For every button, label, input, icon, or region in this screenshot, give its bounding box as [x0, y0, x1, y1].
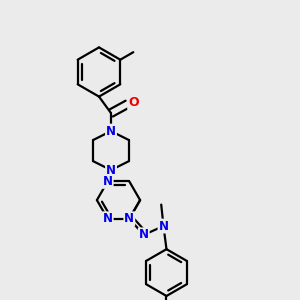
Text: O: O: [128, 96, 139, 109]
Text: N: N: [124, 212, 134, 225]
Text: N: N: [106, 164, 116, 177]
Text: N: N: [103, 175, 113, 188]
Text: N: N: [103, 212, 113, 225]
Text: N: N: [158, 220, 169, 232]
Text: N: N: [106, 124, 116, 138]
Text: N: N: [139, 228, 149, 242]
